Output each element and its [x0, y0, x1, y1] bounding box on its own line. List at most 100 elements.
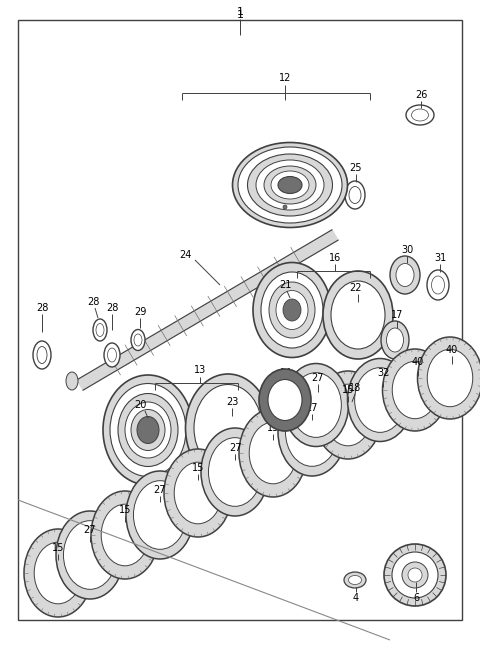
Text: 21: 21	[279, 280, 291, 290]
Ellipse shape	[349, 187, 361, 204]
Ellipse shape	[133, 481, 187, 550]
Ellipse shape	[125, 402, 171, 458]
Text: 27: 27	[154, 485, 166, 495]
Ellipse shape	[34, 542, 82, 604]
Ellipse shape	[118, 394, 178, 466]
Ellipse shape	[174, 462, 222, 524]
Ellipse shape	[283, 205, 287, 209]
Text: 28: 28	[87, 297, 99, 307]
Ellipse shape	[56, 511, 124, 599]
Text: 23: 23	[226, 397, 238, 407]
Text: 26: 26	[415, 90, 427, 100]
Ellipse shape	[268, 379, 302, 421]
Text: 15: 15	[267, 423, 279, 433]
Text: 14: 14	[280, 368, 292, 378]
Ellipse shape	[66, 372, 78, 390]
Ellipse shape	[432, 276, 444, 294]
Ellipse shape	[283, 299, 301, 321]
Ellipse shape	[253, 263, 331, 358]
Ellipse shape	[348, 358, 412, 441]
Ellipse shape	[264, 166, 316, 204]
Ellipse shape	[249, 422, 297, 484]
Ellipse shape	[126, 471, 194, 559]
Text: 17: 17	[391, 310, 403, 320]
Ellipse shape	[108, 348, 117, 362]
Ellipse shape	[402, 562, 428, 588]
Ellipse shape	[131, 409, 165, 451]
Ellipse shape	[131, 329, 145, 350]
Ellipse shape	[355, 367, 405, 432]
Text: 19: 19	[246, 160, 258, 170]
Text: 20: 20	[134, 400, 146, 410]
Ellipse shape	[137, 417, 159, 443]
Text: 22: 22	[350, 283, 362, 293]
Text: 1: 1	[237, 10, 243, 20]
Ellipse shape	[284, 364, 348, 447]
Ellipse shape	[384, 544, 446, 606]
Text: 28: 28	[106, 303, 118, 313]
Ellipse shape	[185, 374, 271, 482]
Text: 31: 31	[434, 253, 446, 263]
Ellipse shape	[93, 319, 107, 341]
Ellipse shape	[348, 576, 361, 584]
Text: 30: 30	[401, 245, 413, 255]
Polygon shape	[77, 230, 338, 390]
Text: 12: 12	[279, 73, 291, 83]
Ellipse shape	[261, 272, 323, 348]
Text: 15: 15	[52, 543, 64, 553]
Text: 15: 15	[119, 505, 131, 515]
Ellipse shape	[411, 109, 429, 121]
Text: 15: 15	[192, 463, 204, 473]
Ellipse shape	[37, 346, 47, 364]
Ellipse shape	[110, 383, 186, 476]
Ellipse shape	[278, 176, 302, 193]
Ellipse shape	[323, 271, 393, 359]
Ellipse shape	[248, 154, 333, 216]
Ellipse shape	[278, 388, 346, 476]
Ellipse shape	[427, 349, 473, 407]
Ellipse shape	[271, 171, 309, 199]
Ellipse shape	[286, 398, 338, 466]
Ellipse shape	[331, 281, 385, 349]
Ellipse shape	[392, 552, 438, 598]
Ellipse shape	[208, 438, 262, 506]
Text: 29: 29	[134, 307, 146, 317]
Ellipse shape	[392, 362, 438, 419]
Ellipse shape	[259, 369, 311, 431]
Ellipse shape	[63, 521, 117, 590]
Ellipse shape	[194, 384, 262, 472]
Text: 27: 27	[229, 443, 241, 453]
Text: 32: 32	[377, 368, 389, 378]
Ellipse shape	[101, 504, 149, 566]
Ellipse shape	[276, 291, 308, 329]
Text: 27: 27	[312, 373, 324, 383]
Ellipse shape	[96, 324, 104, 337]
Ellipse shape	[406, 105, 434, 125]
Ellipse shape	[390, 256, 420, 294]
Ellipse shape	[396, 263, 414, 286]
Text: 28: 28	[36, 303, 48, 313]
Ellipse shape	[386, 328, 404, 352]
Text: 6: 6	[413, 593, 419, 603]
Ellipse shape	[33, 341, 51, 369]
Ellipse shape	[427, 270, 449, 300]
Text: 27: 27	[84, 525, 96, 535]
Ellipse shape	[324, 384, 372, 446]
Ellipse shape	[239, 409, 307, 497]
Ellipse shape	[344, 572, 366, 588]
Ellipse shape	[238, 147, 342, 223]
Ellipse shape	[232, 143, 348, 227]
Ellipse shape	[383, 349, 447, 431]
Ellipse shape	[164, 449, 232, 537]
Ellipse shape	[134, 334, 142, 346]
Text: 24: 24	[179, 250, 191, 260]
Text: 15: 15	[342, 385, 354, 395]
Ellipse shape	[418, 337, 480, 419]
Text: 13: 13	[194, 365, 206, 375]
Ellipse shape	[381, 321, 409, 359]
Text: 4: 4	[353, 593, 359, 603]
Ellipse shape	[103, 375, 193, 485]
Ellipse shape	[24, 529, 92, 617]
Ellipse shape	[91, 491, 159, 579]
Text: 40: 40	[412, 357, 424, 367]
